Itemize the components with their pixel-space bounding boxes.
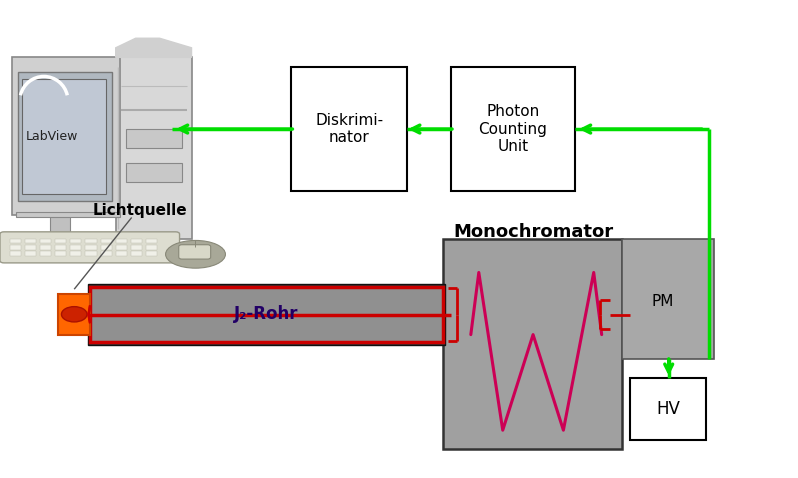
Bar — [40, 239, 51, 243]
Text: Photon
Counting
Unit: Photon Counting Unit — [478, 104, 547, 154]
Bar — [146, 251, 157, 256]
Ellipse shape — [34, 233, 90, 245]
Bar — [101, 245, 112, 250]
Bar — [630, 378, 706, 440]
Ellipse shape — [165, 240, 225, 268]
Bar — [85, 251, 97, 256]
Bar — [116, 245, 127, 250]
Bar — [451, 67, 575, 191]
Bar — [85, 245, 97, 250]
Bar — [58, 294, 90, 335]
Bar — [126, 163, 182, 182]
Bar — [126, 129, 182, 148]
Bar — [131, 239, 142, 243]
Bar — [10, 245, 21, 250]
Bar — [101, 239, 112, 243]
Bar — [55, 245, 66, 250]
Bar — [90, 287, 443, 342]
Bar — [70, 251, 81, 256]
FancyBboxPatch shape — [179, 245, 211, 259]
Bar — [50, 216, 70, 239]
FancyBboxPatch shape — [0, 232, 180, 263]
Bar — [131, 245, 142, 250]
Bar — [10, 239, 21, 243]
Bar — [25, 239, 36, 243]
Bar — [146, 245, 157, 250]
Text: Diskrimi-
nator: Diskrimi- nator — [315, 113, 383, 145]
Bar — [22, 79, 106, 194]
Bar — [55, 251, 66, 256]
Bar — [622, 239, 714, 358]
Bar — [101, 251, 112, 256]
Bar — [291, 67, 407, 191]
Text: PM: PM — [651, 293, 674, 309]
Text: HV: HV — [657, 400, 680, 418]
Bar — [40, 251, 51, 256]
Bar — [146, 239, 157, 243]
Bar — [18, 72, 112, 201]
Bar — [116, 239, 127, 243]
Bar — [25, 245, 36, 250]
Bar — [12, 57, 120, 215]
Circle shape — [61, 307, 87, 322]
Bar — [25, 251, 36, 256]
Bar — [443, 239, 622, 449]
Bar — [70, 245, 81, 250]
Bar — [85, 239, 97, 243]
Text: Monochromator: Monochromator — [453, 223, 613, 241]
Polygon shape — [116, 38, 192, 57]
Bar — [131, 251, 142, 256]
Bar — [40, 245, 51, 250]
Text: Lichtquelle: Lichtquelle — [93, 203, 187, 218]
Text: LabView: LabView — [26, 130, 78, 143]
Bar — [55, 239, 66, 243]
Bar — [70, 239, 81, 243]
Bar — [16, 212, 120, 217]
Text: J₂-Rohr: J₂-Rohr — [235, 305, 298, 323]
Bar — [116, 251, 127, 256]
Bar — [116, 57, 192, 239]
Bar — [88, 284, 445, 345]
Bar — [10, 251, 21, 256]
